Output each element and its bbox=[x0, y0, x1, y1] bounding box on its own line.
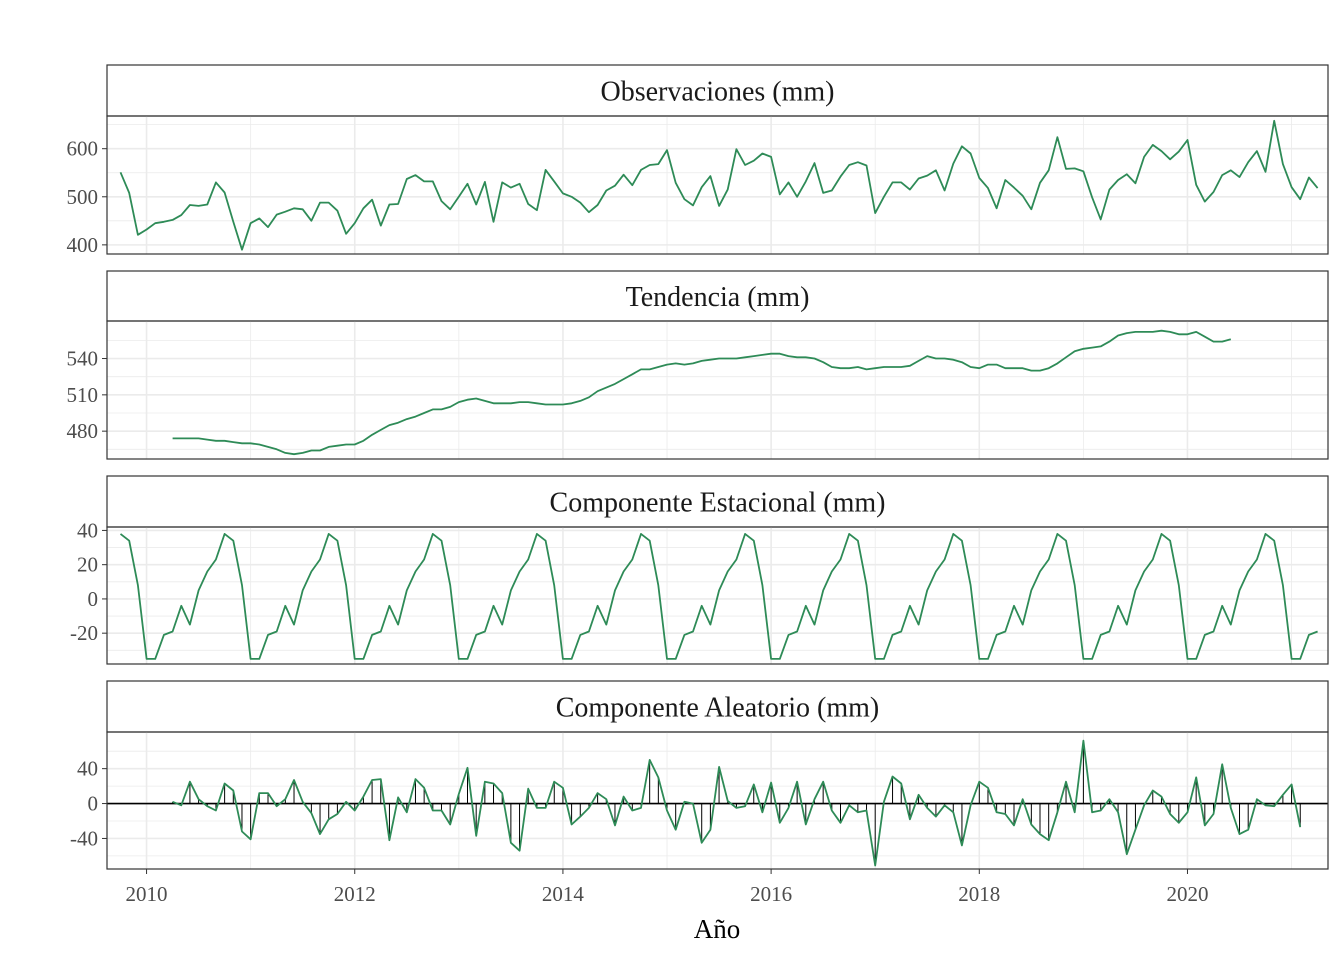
y-tick-label: -20 bbox=[70, 621, 98, 645]
series-line-trend bbox=[172, 329, 1232, 456]
x-tick-label: 2012 bbox=[334, 882, 376, 906]
strip-title-obs: Observaciones (mm) bbox=[600, 77, 834, 108]
strip-obs bbox=[106, 64, 1329, 117]
panel-border-random bbox=[106, 731, 1329, 870]
y-tick-label: 500 bbox=[67, 185, 99, 209]
series-line-random bbox=[172, 739, 1302, 867]
panel-random: Componente Aleatorio (mm) -40 0 40 bbox=[70, 680, 1329, 870]
x-axis-title: Año bbox=[694, 914, 741, 944]
x-tick-label: 2016 bbox=[750, 882, 792, 906]
y-tick-label: 40 bbox=[77, 757, 98, 781]
strip-random bbox=[106, 680, 1329, 733]
strip-title-seasonal: Componente Estacional (mm) bbox=[550, 488, 886, 519]
y-tick-label: 540 bbox=[67, 347, 99, 371]
panel-border-seasonal bbox=[106, 526, 1329, 665]
x-tick-label: 2010 bbox=[126, 882, 168, 906]
panel-trend: Tendencia (mm) 480 510 540 bbox=[67, 270, 1329, 460]
y-tick-label: 400 bbox=[67, 233, 99, 257]
y-tick-label: 20 bbox=[77, 553, 98, 577]
y-tick-label: 510 bbox=[67, 383, 99, 407]
grid-trend bbox=[107, 321, 1328, 459]
x-tick-label: 2020 bbox=[1166, 882, 1208, 906]
x-tick-label: 2018 bbox=[958, 882, 1000, 906]
strip-seasonal bbox=[106, 475, 1329, 528]
y-tick-label: 480 bbox=[67, 419, 99, 443]
y-tick-label: 600 bbox=[67, 137, 99, 161]
y-tick-label: 40 bbox=[77, 518, 98, 542]
x-tick-label: 2014 bbox=[542, 882, 585, 906]
panel-seasonal: Componente Estacional (mm) -20 0 20 40 bbox=[70, 475, 1329, 665]
panel-border-obs bbox=[106, 115, 1329, 255]
strip-title-trend: Tendencia (mm) bbox=[626, 282, 810, 313]
series-line-obs bbox=[119, 119, 1319, 251]
grid-seasonal bbox=[107, 527, 1328, 664]
strip-trend bbox=[106, 270, 1329, 322]
y-tick-label: 0 bbox=[88, 587, 99, 611]
y-tick-label: -40 bbox=[70, 826, 98, 850]
series-line-seasonal bbox=[119, 533, 1318, 660]
panel-obs: Observaciones (mm) 400 500 600 bbox=[67, 64, 1329, 257]
y-tick-label: 0 bbox=[88, 792, 99, 816]
panel-border-trend bbox=[106, 320, 1329, 460]
grid-random bbox=[107, 732, 1328, 869]
grid-obs bbox=[107, 116, 1328, 254]
x-axis: 2010 2012 2014 2016 2018 2020 bbox=[126, 869, 1208, 906]
strip-title-random: Componente Aleatorio (mm) bbox=[556, 693, 880, 724]
